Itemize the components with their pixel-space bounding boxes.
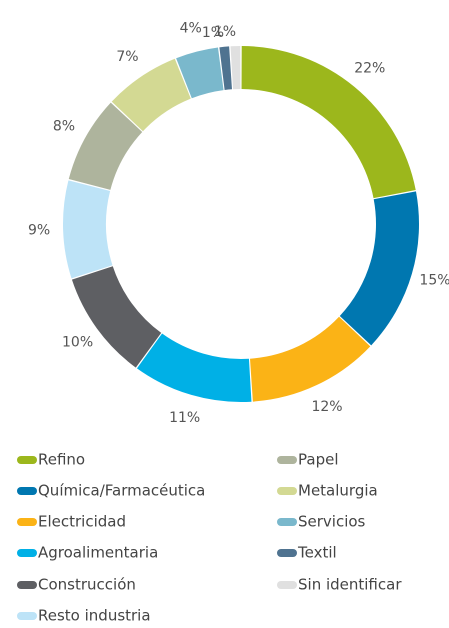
legend-label: Construcción	[38, 576, 136, 594]
donut-segment	[241, 46, 416, 199]
legend-label: Metalurgia	[298, 482, 378, 500]
donut-segment	[219, 46, 232, 90]
donut-segment	[339, 191, 419, 346]
donut-segment	[230, 46, 241, 90]
legend-swatch	[277, 581, 297, 589]
legend-swatch	[17, 549, 37, 557]
legend-label: Papel	[298, 451, 338, 469]
legend-swatch	[277, 456, 297, 464]
data-label: 9%	[28, 222, 50, 238]
data-label: 10%	[62, 335, 93, 351]
legend-swatch	[17, 456, 37, 464]
data-label: 11%	[169, 410, 200, 426]
legend-label: Textil	[297, 544, 337, 562]
legend-label: Sin identificar	[298, 576, 402, 594]
legend-swatch	[277, 487, 297, 495]
legend-swatch	[277, 549, 297, 557]
legend-swatch	[17, 612, 37, 620]
legend-swatch	[17, 487, 37, 495]
donut-segment	[111, 58, 191, 132]
donut-segment	[68, 102, 143, 190]
data-label: 8%	[53, 119, 75, 135]
donut-segment	[71, 266, 162, 368]
legend-label: Química/Farmacéutica	[38, 482, 205, 500]
legend-label: Servicios	[298, 513, 366, 531]
data-label: 12%	[311, 399, 342, 415]
legend-label: Electricidad	[38, 513, 126, 531]
legend-swatch	[17, 581, 37, 589]
donut-segment	[176, 47, 224, 99]
donut-segment	[250, 316, 371, 402]
donut-segment	[63, 180, 113, 279]
data-label: 15%	[419, 272, 449, 288]
data-label: 22%	[354, 60, 385, 76]
donut-segment	[136, 333, 252, 402]
data-label: 4%	[180, 20, 202, 36]
data-label: 1%	[202, 25, 224, 41]
data-label: 7%	[116, 49, 138, 65]
data-label: 1%	[214, 24, 236, 40]
legend-label: Refino	[38, 451, 85, 469]
legend-swatch	[277, 518, 297, 526]
legend-label: Resto industria	[38, 607, 151, 625]
legend-label: Agroalimentaria	[38, 544, 158, 562]
legend-swatch	[17, 518, 37, 526]
